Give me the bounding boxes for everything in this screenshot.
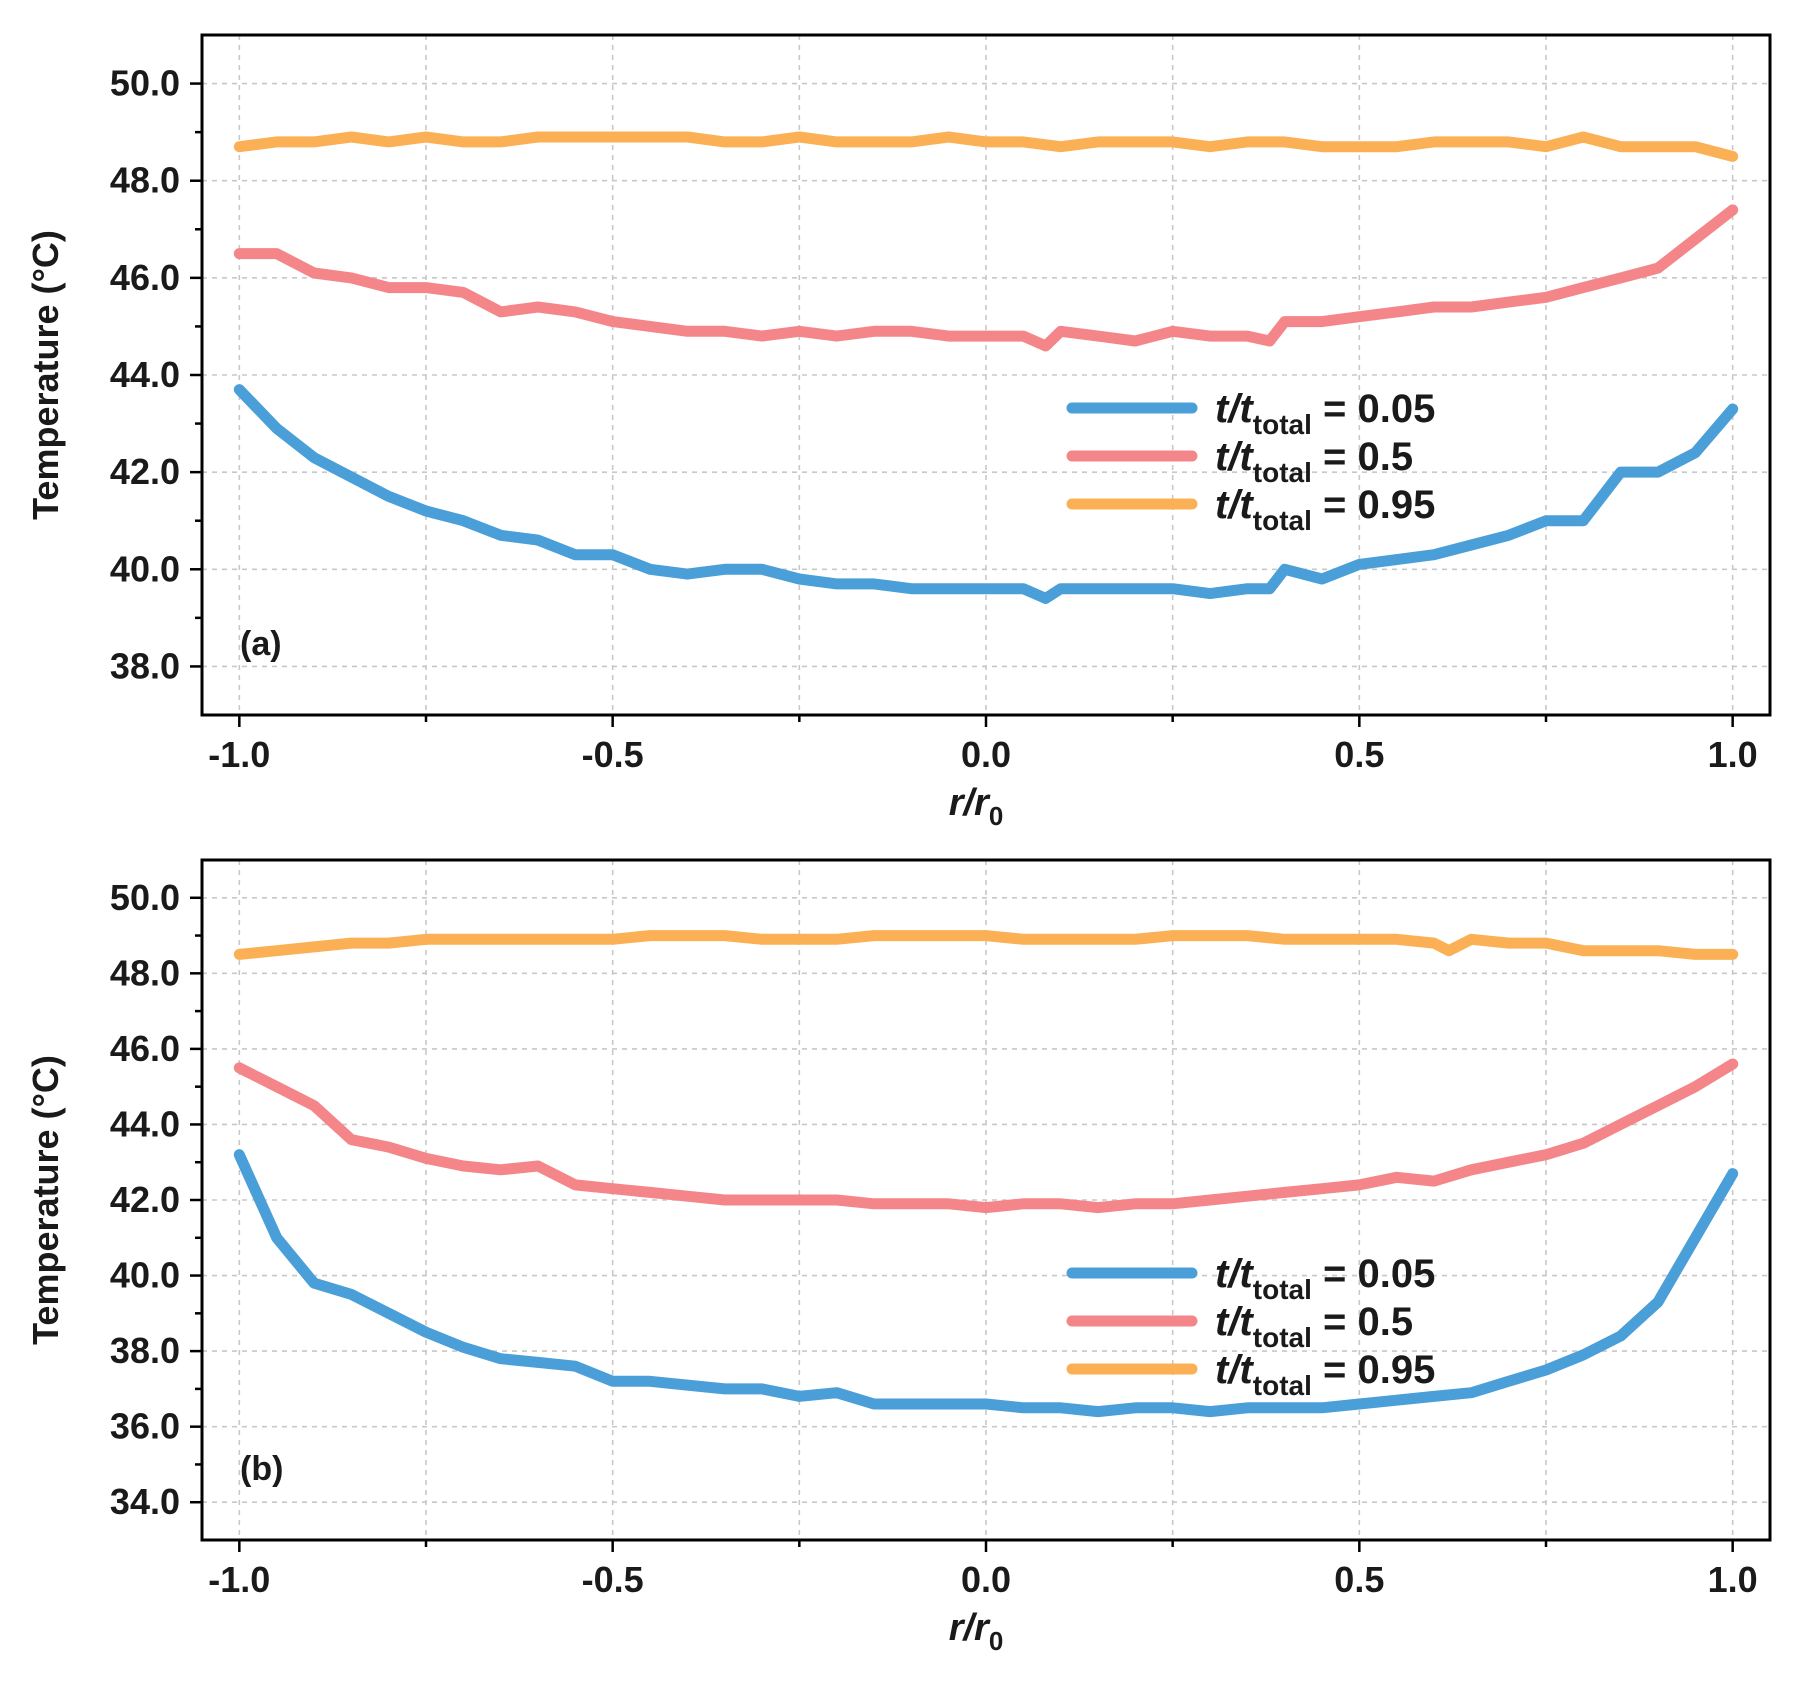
legend-label-suffix: = 0.5 xyxy=(1312,435,1413,479)
legend-label-suffix: = 0.5 xyxy=(1312,1300,1413,1344)
x-tick-label: -1.0 xyxy=(208,1559,270,1600)
series-line-t0_5 xyxy=(233,1058,1739,1214)
x-tick-label: -0.5 xyxy=(582,1559,644,1600)
legend-label-prefix: t/t xyxy=(1215,483,1254,527)
y-tick-label: 44.0 xyxy=(110,1103,180,1144)
legend: t/ttotal = 0.05t/ttotal = 0.5t/ttotal = … xyxy=(1066,1252,1435,1401)
legend-label-sub: total xyxy=(1253,409,1312,440)
legend-label: t/ttotal = 0.95 xyxy=(1215,1348,1435,1401)
y-tick-label: 38.0 xyxy=(110,645,180,686)
legend-label-prefix: t/t xyxy=(1215,1348,1254,1392)
y-tick-label: 44.0 xyxy=(110,354,180,395)
y-tick-label: 40.0 xyxy=(110,1255,180,1296)
legend-label-sub: total xyxy=(1253,1370,1312,1401)
y-tick-label: 48.0 xyxy=(110,160,180,201)
legend: t/ttotal = 0.05t/ttotal = 0.5t/ttotal = … xyxy=(1066,387,1435,536)
y-axis-title: Temperature (°C) xyxy=(25,230,66,520)
legend-label: t/ttotal = 0.5 xyxy=(1215,1300,1413,1353)
y-tick-label: 40.0 xyxy=(110,548,180,589)
legend-label-prefix: t/t xyxy=(1215,387,1254,431)
legend-label-prefix: t/t xyxy=(1215,1300,1254,1344)
legend-label-suffix: = 0.05 xyxy=(1312,387,1435,431)
chart-panel-b: -1.0 -0.5 0.0 0.5 1.0 34.0 36.0 38.0 40.0 42.0 44.… xyxy=(25,858,1772,1656)
x-tick-label: 0.5 xyxy=(1334,734,1384,775)
y-tick-label: 42.0 xyxy=(110,1179,180,1220)
legend-label-sub: total xyxy=(1253,1274,1312,1305)
y-tick-label: 36.0 xyxy=(110,1406,180,1447)
legend-label: t/ttotal = 0.05 xyxy=(1215,1252,1435,1305)
x-tick-label: 0.0 xyxy=(961,1559,1011,1600)
x-tick-label: -1.0 xyxy=(208,734,270,775)
x-axis-title: r/r0 xyxy=(949,1607,1004,1656)
chart-panel-a: -1.0 -0.5 0.0 0.5 1.0 38.0 40.0 42.0 44.0 46.0 48.… xyxy=(25,33,1772,831)
y-tick-label: 48.0 xyxy=(110,952,180,993)
y-axis-title: Temperature (°C) xyxy=(25,1055,66,1345)
y-tick-label: 50.0 xyxy=(110,63,180,104)
legend-label: t/ttotal = 0.95 xyxy=(1215,483,1435,536)
series-line-t0_05 xyxy=(233,1149,1739,1418)
legend-label-prefix: t/t xyxy=(1215,1252,1254,1296)
legend-label-prefix: t/t xyxy=(1215,435,1254,479)
y-tick-label: 34.0 xyxy=(110,1481,180,1522)
panel-label: (b) xyxy=(240,1450,283,1488)
legend-label-suffix: = 0.95 xyxy=(1312,1348,1435,1392)
x-axis-title-main: r/r xyxy=(949,782,991,824)
legend-label-suffix: = 0.05 xyxy=(1312,1252,1435,1296)
y-tick-label: 46.0 xyxy=(110,257,180,298)
series-line-t0_5 xyxy=(233,204,1739,352)
legend-label: t/ttotal = 0.5 xyxy=(1215,435,1413,488)
x-axis-title-sub: 0 xyxy=(989,801,1003,831)
x-tick-label: 0.0 xyxy=(961,734,1011,775)
y-tick-label: 50.0 xyxy=(110,877,180,918)
y-tick-label: 38.0 xyxy=(110,1330,180,1371)
x-tick-label: 1.0 xyxy=(1708,734,1758,775)
legend-label-suffix: = 0.95 xyxy=(1312,483,1435,527)
legend-label: t/ttotal = 0.05 xyxy=(1215,387,1435,440)
series-line-t0_95 xyxy=(233,131,1739,162)
y-tick-label: 46.0 xyxy=(110,1028,180,1069)
x-axis-title: r/r0 xyxy=(949,782,1004,831)
x-axis-title-sub: 0 xyxy=(989,1626,1003,1656)
series-line-t0_95 xyxy=(233,930,1739,960)
x-axis-title-main: r/r xyxy=(949,1607,991,1649)
legend-label-sub: total xyxy=(1253,505,1312,536)
legend-label-sub: total xyxy=(1253,457,1312,488)
x-tick-label: 0.5 xyxy=(1334,1559,1384,1600)
x-tick-label: 1.0 xyxy=(1708,1559,1758,1600)
series-line-t0_05 xyxy=(233,384,1739,604)
y-tick-label: 42.0 xyxy=(110,451,180,492)
x-tick-label: -0.5 xyxy=(582,734,644,775)
legend-label-sub: total xyxy=(1253,1322,1312,1353)
panel-label: (a) xyxy=(240,625,282,663)
